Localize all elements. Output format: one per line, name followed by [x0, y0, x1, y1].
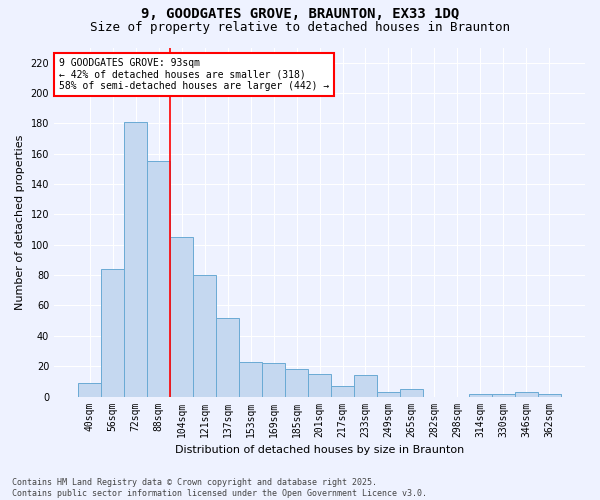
- Bar: [262, 363, 285, 396]
- Bar: [193, 275, 216, 396]
- Bar: [538, 394, 561, 396]
- Bar: [216, 318, 239, 396]
- Text: 9, GOODGATES GROVE, BRAUNTON, EX33 1DQ: 9, GOODGATES GROVE, BRAUNTON, EX33 1DQ: [141, 8, 459, 22]
- Bar: [492, 394, 515, 396]
- Bar: [400, 389, 423, 396]
- X-axis label: Distribution of detached houses by size in Braunton: Distribution of detached houses by size …: [175, 445, 464, 455]
- Bar: [101, 269, 124, 396]
- Bar: [147, 162, 170, 396]
- Bar: [515, 392, 538, 396]
- Bar: [377, 392, 400, 396]
- Text: Size of property relative to detached houses in Braunton: Size of property relative to detached ho…: [90, 21, 510, 34]
- Bar: [239, 362, 262, 396]
- Bar: [354, 376, 377, 396]
- Bar: [285, 369, 308, 396]
- Text: 9 GOODGATES GROVE: 93sqm
← 42% of detached houses are smaller (318)
58% of semi-: 9 GOODGATES GROVE: 93sqm ← 42% of detach…: [59, 58, 329, 91]
- Bar: [124, 122, 147, 396]
- Bar: [170, 237, 193, 396]
- Bar: [308, 374, 331, 396]
- Bar: [331, 386, 354, 396]
- Text: Contains HM Land Registry data © Crown copyright and database right 2025.
Contai: Contains HM Land Registry data © Crown c…: [12, 478, 427, 498]
- Bar: [78, 383, 101, 396]
- Bar: [469, 394, 492, 396]
- Y-axis label: Number of detached properties: Number of detached properties: [15, 134, 25, 310]
